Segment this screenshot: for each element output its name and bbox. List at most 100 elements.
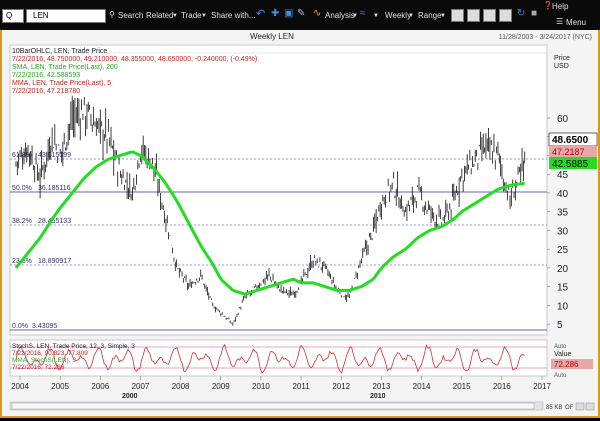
x-tick-label: 2013 <box>372 382 390 391</box>
help-icon[interactable]: ❓ <box>543 1 553 10</box>
stoch-legend-values: 7/22/2016, 90.823, 77.809 <box>12 350 88 357</box>
analysis-icon: ∿ <box>313 8 322 19</box>
scroll-page-label: OF <box>565 405 574 411</box>
legend-price-title: 10BarOHLC, LEN, Trade Price <box>12 48 107 55</box>
legend-mma-title: MMA, LEN, Trade Price(Last), 5 <box>12 80 111 87</box>
chevron-down-icon: ▼ <box>352 13 358 19</box>
fib-value-0: 3.43095 <box>32 323 57 330</box>
y-tick-label: 40 <box>557 189 569 200</box>
stoch-mma-value: 7/22/2016, 72.286 <box>12 364 65 371</box>
chart-area: Weekly LEN 11/28/2003 - 3/24/2017 (NYC) … <box>2 30 598 416</box>
currency-axis-label: USD <box>554 63 569 70</box>
chevron-down-icon: ▼ <box>201 13 207 19</box>
help-button[interactable]: Help <box>552 2 569 11</box>
mma-badge <box>549 146 597 157</box>
x-tick-label: 2005 <box>51 382 69 391</box>
symbol-type-dropdown[interactable]: Q <box>2 9 24 23</box>
legend-mma-value: 7/22/2016, 47.218780 <box>12 88 80 95</box>
x-tick-label: 2011 <box>292 382 310 391</box>
search-button[interactable]: Search <box>118 11 144 20</box>
chart-title: Weekly LEN <box>250 32 294 41</box>
decade-label-2000: 2000 <box>122 393 138 400</box>
weekly-button[interactable]: Weekly <box>385 11 412 20</box>
y-tick-label: 45 <box>557 170 569 181</box>
stochastic-line <box>15 343 525 374</box>
x-tick-label: 2009 <box>212 382 230 391</box>
related-button[interactable]: Related <box>146 11 174 20</box>
fib-value-38: 28.455133 <box>38 218 71 225</box>
draw-icon[interactable]: ✎ <box>297 8 306 19</box>
studies-icon[interactable]: ≈ <box>360 8 366 19</box>
zoom-icon[interactable]: ▣ <box>284 8 294 19</box>
toolbar: Q LEN ⚲ Search Related ▼ Trade ▼ Share w… <box>0 0 600 30</box>
fib-label-50: 50.0% <box>12 185 32 192</box>
x-tick-label: 2017 <box>533 382 551 391</box>
chart-style-icon[interactable] <box>499 9 512 22</box>
stoch-value-label: Value <box>554 351 571 358</box>
x-tick-label: 2004 <box>11 382 29 391</box>
legend-sma-title: SMA, LEN, Trade Price(Last), 200 <box>12 64 118 71</box>
fib-value-50: 36.185116 <box>38 185 71 192</box>
trade-button[interactable]: Trade <box>181 11 202 20</box>
stochastic-legend: StochS, LEN, Trade Price, 12, 3, Simple,… <box>12 343 135 371</box>
chart-style-icon[interactable] <box>451 9 464 22</box>
time-axis: 2004 2005 2006 2007 2008 2009 2010 2011 2012 2013… <box>11 376 551 391</box>
x-tick-label: 2008 <box>172 382 190 391</box>
zoom-indicator: 85 KB <box>546 405 562 411</box>
analysis-button[interactable]: Analysis <box>325 11 355 20</box>
chart-style-icon[interactable] <box>483 9 496 22</box>
x-tick-label: 2010 <box>252 382 270 391</box>
chart-window: Weekly LEN 11/28/2003 - 3/24/2017 (NYC) … <box>0 30 600 418</box>
fib-label-38: 38.2% <box>12 218 32 225</box>
chevron-down-icon: ▼ <box>440 13 446 19</box>
range-button[interactable]: Range <box>418 11 442 20</box>
price-plot-area[interactable] <box>9 44 548 336</box>
crosshair-icon[interactable]: ✚ <box>271 8 280 19</box>
fib-value-23: 18.890917 <box>38 258 71 265</box>
refresh-icon[interactable]: ↻ <box>517 8 526 19</box>
y-tick-label: 60 <box>557 114 569 125</box>
share-button[interactable]: Share with... <box>211 11 256 20</box>
price-axis-label: Price <box>554 55 570 62</box>
y-tick-label: 20 <box>557 264 569 275</box>
price-chart[interactable]: Weekly LEN 11/28/2003 - 3/24/2017 (NYC) … <box>2 30 598 416</box>
x-tick-label: 2012 <box>332 382 350 391</box>
y-tick-label: 30 <box>557 226 569 237</box>
symbol-input[interactable]: LEN <box>26 9 106 23</box>
y-tick-label: 25 <box>557 245 569 256</box>
sma-badge <box>549 157 597 169</box>
last-price-value: 48.6500 <box>552 135 589 146</box>
scroll-left-button[interactable] <box>575 402 585 411</box>
y-tick-label: 15 <box>557 283 569 294</box>
menu-button[interactable]: Menu <box>566 18 587 27</box>
y-tick-label: 5 <box>557 320 563 331</box>
fib-label-61: 61.8% <box>12 152 32 159</box>
x-tick-label: 2007 <box>132 382 150 391</box>
x-tick-label: 2006 <box>91 382 109 391</box>
stoch-auto-label-top: Auto <box>554 344 567 350</box>
scroll-right-button[interactable] <box>585 402 595 411</box>
search-icon[interactable]: ⚲ <box>109 10 115 19</box>
symbol-input-value: LEN <box>33 11 49 20</box>
legend-price-values: 7/22/2016, 48.750000, 49.210000, 48.3550… <box>12 56 257 63</box>
lock-icon[interactable]: ■ <box>531 8 538 19</box>
fib-value-61: 43.915099 <box>38 152 71 159</box>
x-tick-label: 2016 <box>493 382 511 391</box>
symbol-type-label: Q <box>6 11 13 20</box>
fib-label-0: 0.0% <box>12 323 28 330</box>
menu-icon[interactable]: ☰ <box>556 17 564 26</box>
stoch-mma-title: MMA, StochS(LEN), 3 <box>12 357 76 364</box>
y-tick-label: 35 <box>557 208 569 219</box>
x-tick-label: 2014 <box>413 382 431 391</box>
chevron-down-icon: ▼ <box>373 13 379 19</box>
chevron-down-icon: ▼ <box>172 13 178 19</box>
stoch-value: 72.286 <box>554 360 579 369</box>
undo-icon[interactable]: ↶ <box>256 8 266 20</box>
stoch-legend-title: StochS, LEN, Trade Price, 12, 3, Simple,… <box>12 343 135 350</box>
y-tick-label: 10 <box>557 301 569 312</box>
chart-style-icon[interactable] <box>467 9 480 22</box>
chart-legend: 10BarOHLC, LEN, Trade Price 7/22/2016, 4… <box>12 48 257 95</box>
scrollbar-thumb[interactable] <box>11 402 535 410</box>
stoch-auto-label: Auto <box>554 373 567 379</box>
stochastic-panel[interactable] <box>9 339 548 377</box>
